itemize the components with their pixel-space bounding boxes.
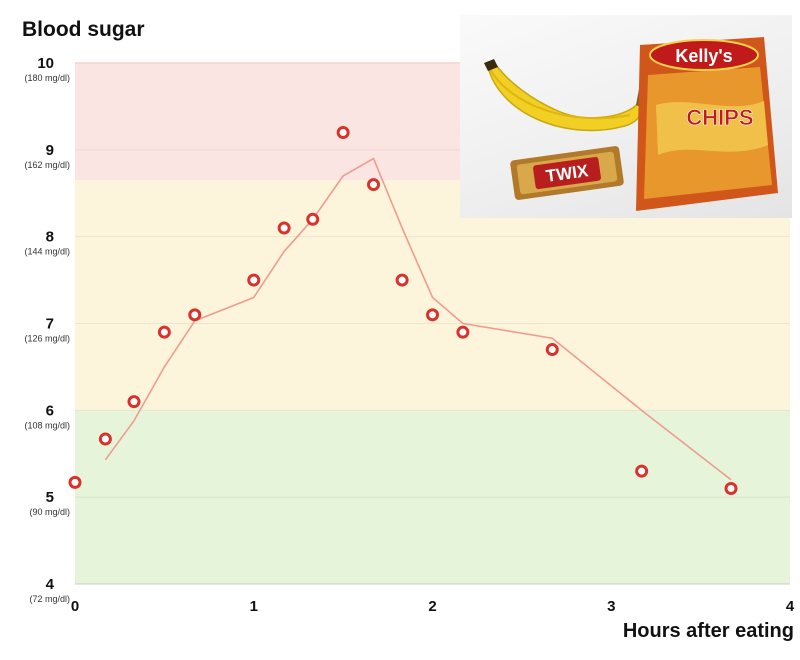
data-point <box>336 125 350 139</box>
y-tick-sublabel: (108 mg/dl) <box>24 420 70 430</box>
data-point <box>157 325 171 339</box>
trend-line-path <box>104 157 732 481</box>
y-tick-sublabel: (180 mg/dl) <box>24 73 70 83</box>
data-point <box>98 432 112 446</box>
trend-line <box>104 157 732 481</box>
y-tick-label: 6 <box>46 402 54 419</box>
x-tick-label: 1 <box>250 598 258 615</box>
chart-title: Blood sugar <box>22 18 145 41</box>
data-points <box>68 125 738 495</box>
twix-image: TWIX <box>510 146 624 200</box>
banana-image <box>484 59 650 132</box>
range-band-0 <box>75 410 790 584</box>
chips-bag-image: Kelly's CHIPS <box>636 37 778 211</box>
y-tick-sublabel: (72 mg/dl) <box>29 594 70 604</box>
y-tick-sublabel: (162 mg/dl) <box>24 160 70 170</box>
data-point <box>545 343 559 357</box>
y-tick-sublabel: (90 mg/dl) <box>29 507 70 517</box>
data-point <box>367 178 381 192</box>
data-point <box>306 212 320 226</box>
y-tick-label: 5 <box>46 489 54 506</box>
data-point <box>724 481 738 495</box>
y-tick-sublabel: (144 mg/dl) <box>24 247 70 257</box>
y-tick-label: 7 <box>46 316 54 333</box>
x-axis-label: Hours after eating <box>622 620 794 642</box>
y-tick-label: 9 <box>46 142 54 159</box>
chips-label: CHIPS <box>686 105 753 130</box>
y-tick-label: 4 <box>46 576 55 593</box>
data-point <box>188 308 202 322</box>
x-tick-label: 3 <box>607 598 615 615</box>
data-point <box>127 395 141 409</box>
data-point <box>456 325 470 339</box>
x-axis-ticks: 0 1 2 3 4 <box>71 598 795 615</box>
data-point <box>277 221 291 235</box>
y-tick-sublabel: (126 mg/dl) <box>24 334 70 344</box>
data-point <box>395 273 409 287</box>
snack-photo: TWIX Kelly's CHIPS <box>460 15 792 218</box>
y-tick-label: 10 <box>37 55 54 72</box>
y-axis-ticks: 4(72 mg/dl) 5(90 mg/dl) 6(108 mg/dl) 7(126 … <box>24 55 70 604</box>
y-tick-label: 8 <box>46 229 54 246</box>
x-tick-label: 4 <box>786 598 795 615</box>
range-band-1 <box>75 180 790 411</box>
kellys-label: Kelly's <box>675 46 732 66</box>
x-tick-label: 0 <box>71 598 79 615</box>
data-point <box>68 475 82 489</box>
x-tick-label: 2 <box>428 598 436 615</box>
data-point <box>247 273 261 287</box>
data-point <box>635 464 649 478</box>
data-point <box>426 308 439 322</box>
